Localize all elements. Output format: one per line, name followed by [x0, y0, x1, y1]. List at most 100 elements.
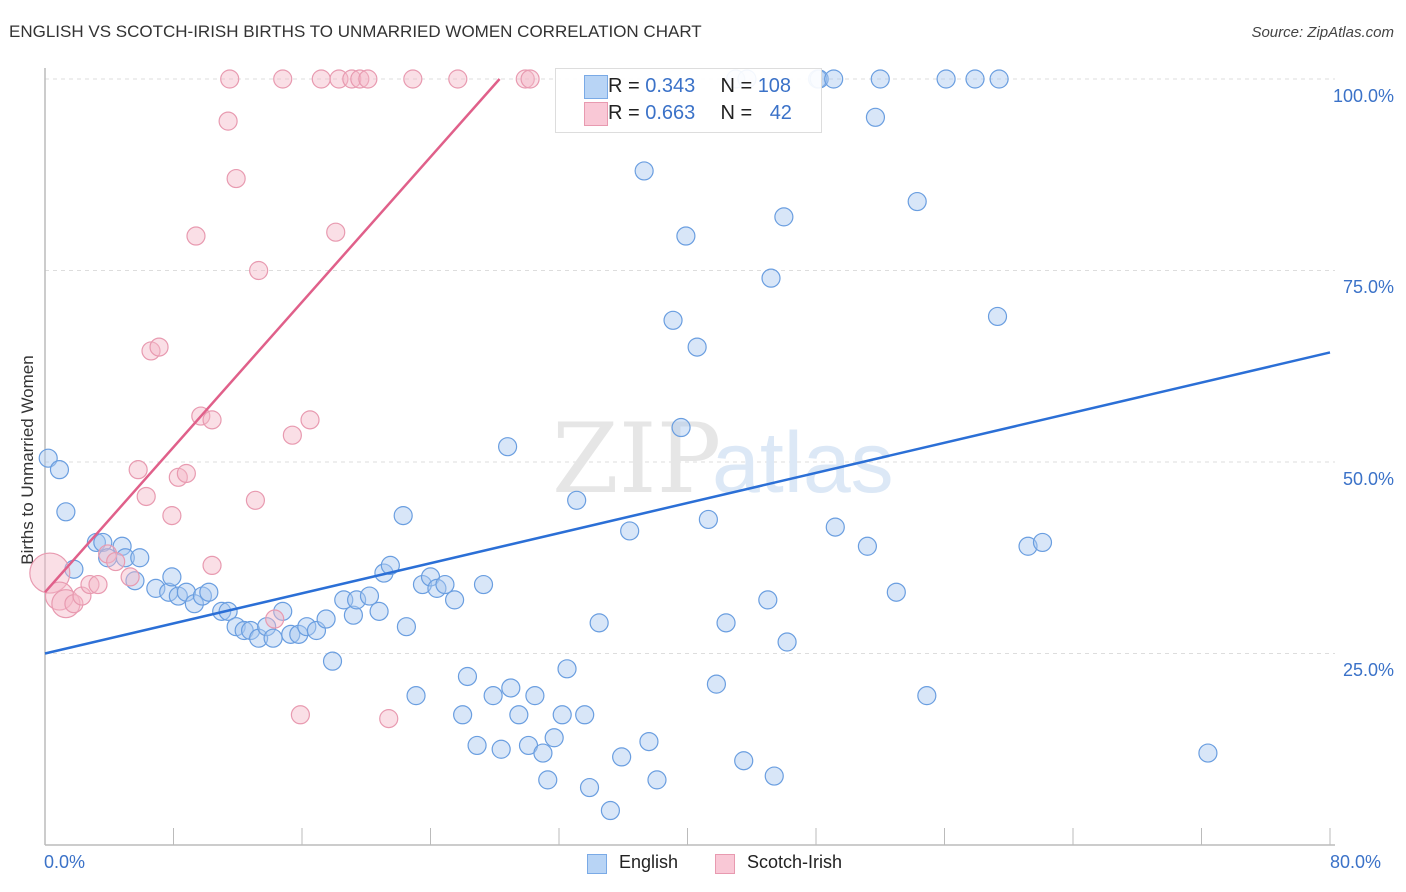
scotch-irish-swatch — [584, 102, 608, 126]
data-point — [403, 69, 423, 89]
data-point — [396, 617, 417, 637]
data-point — [498, 437, 518, 457]
data-point — [265, 609, 285, 629]
data-point — [369, 601, 389, 621]
english-legend-swatch — [587, 854, 607, 874]
y-tick-25: 25.0% — [1342, 660, 1394, 680]
data-point — [202, 555, 222, 576]
watermark-zip: ZIP — [552, 403, 721, 515]
watermark-atlas: atlas — [712, 415, 894, 511]
trendline-english — [44, 351, 1331, 655]
data-point — [589, 613, 609, 633]
data-point — [620, 521, 640, 541]
legend-label-scotch-irish: Scotch-Irish — [747, 852, 843, 872]
data-point — [281, 624, 301, 644]
data-point — [1198, 743, 1218, 763]
data-point — [64, 594, 84, 614]
axes — [44, 68, 1335, 846]
english-points — [38, 69, 1218, 821]
data-point — [761, 268, 781, 288]
data-point — [130, 548, 150, 568]
data-point — [457, 666, 478, 687]
data-point — [350, 69, 370, 89]
r-label: R = — [608, 75, 646, 97]
data-point — [326, 222, 346, 242]
data-point — [764, 766, 784, 786]
data-point — [1032, 532, 1053, 553]
data-point — [297, 617, 317, 637]
data-point — [136, 486, 156, 507]
data-point — [199, 582, 219, 602]
data-point — [525, 686, 545, 706]
data-point — [825, 517, 845, 537]
data-point — [575, 705, 595, 725]
data-point — [49, 460, 70, 480]
data-point — [220, 69, 240, 89]
y-tick-100: 100.0% — [1332, 86, 1394, 106]
data-point — [491, 739, 511, 759]
data-point — [282, 425, 302, 445]
watermark: ZIP atlas — [552, 403, 894, 515]
data-point — [80, 574, 100, 595]
data-point — [218, 111, 238, 131]
data-point — [202, 410, 222, 430]
data-point — [300, 410, 320, 430]
scotch-irish-points — [29, 69, 540, 729]
data-point — [249, 628, 269, 648]
data-point — [120, 567, 140, 587]
x-tick-0: 0.0% — [44, 852, 86, 872]
data-point — [311, 69, 331, 89]
data-point — [600, 800, 621, 821]
data-point — [936, 69, 956, 89]
data-point — [734, 751, 754, 771]
data-point — [273, 69, 293, 89]
n-value-scotch-irish: 42 — [769, 102, 792, 124]
data-point — [88, 574, 108, 595]
data-point — [520, 69, 540, 89]
data-point — [93, 532, 113, 553]
stats-row-scotch-irish: R = 0.663 N = 42 — [584, 102, 792, 128]
data-point — [501, 678, 521, 698]
trendlines — [44, 78, 1331, 655]
r-label: R = — [608, 102, 646, 124]
data-point — [162, 506, 182, 526]
y-tick-50: 50.0% — [1342, 469, 1394, 489]
data-point — [176, 463, 196, 484]
stats-box: R = 0.343 N = 108 R = 0.663 N = 42 — [555, 68, 822, 133]
data-point — [774, 207, 794, 227]
data-point — [758, 590, 778, 610]
data-point — [716, 613, 736, 633]
data-point — [612, 747, 632, 767]
data-point — [639, 731, 659, 752]
data-point — [290, 705, 310, 725]
data-point — [448, 69, 468, 89]
data-point — [444, 590, 465, 610]
data-point — [509, 705, 529, 725]
trendline-scotch-irish — [44, 78, 501, 594]
data-point — [533, 743, 553, 763]
r-value-english: 0.343 — [645, 75, 696, 97]
data-point — [249, 260, 269, 281]
data-point — [634, 161, 654, 181]
data-point — [263, 628, 283, 648]
data-point — [98, 544, 118, 564]
data-point — [917, 686, 937, 706]
data-point — [128, 460, 148, 480]
chart-title: ENGLISH VS SCOTCH-IRISH BIRTHS TO UNMARR… — [9, 22, 702, 41]
data-point — [907, 191, 927, 212]
data-point — [453, 705, 473, 725]
data-point — [857, 536, 878, 556]
data-point — [483, 686, 503, 706]
data-point — [777, 632, 797, 652]
data-point — [106, 551, 126, 572]
data-point — [316, 609, 336, 629]
data-point — [647, 770, 667, 790]
data-point — [358, 69, 378, 89]
data-point — [515, 69, 535, 89]
data-point — [870, 69, 890, 89]
data-point — [146, 578, 166, 598]
data-point — [176, 582, 196, 602]
data-point — [72, 586, 92, 606]
source-label: Source: ZipAtlas.com — [1251, 24, 1394, 41]
data-point — [380, 555, 400, 576]
